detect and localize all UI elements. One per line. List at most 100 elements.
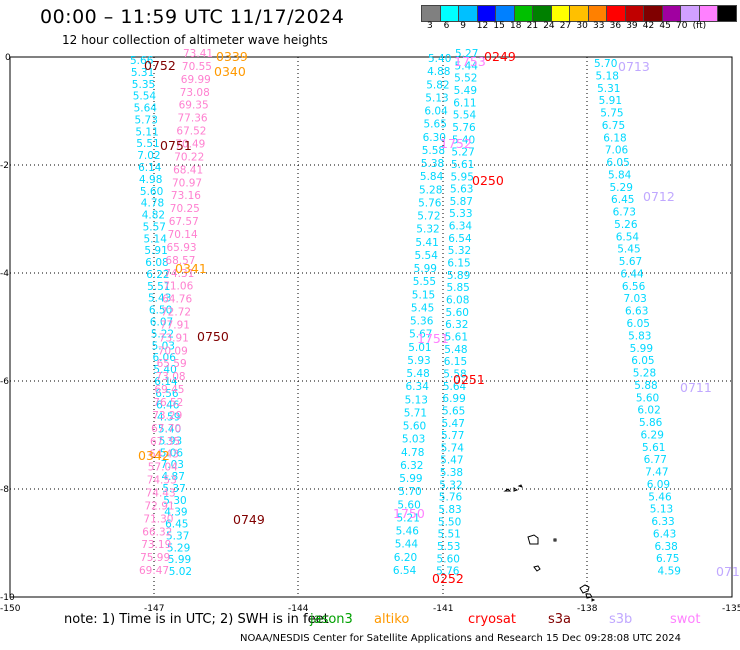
wave-height-value: 72.72 — [161, 307, 191, 319]
x-tick-label: -135 — [722, 604, 740, 614]
wave-height-value: 5.31 — [597, 83, 620, 95]
wave-height-value: 5.50 — [438, 516, 461, 528]
wave-height-value: 68.41 — [173, 164, 203, 176]
wave-height-value: 6.75 — [602, 120, 625, 132]
wave-height-value: 5.52 — [454, 73, 477, 85]
wave-height-value: 6.14 — [138, 162, 162, 174]
wave-height-value: 5.60 — [437, 553, 460, 565]
wave-height-value: 6.54 — [448, 233, 472, 245]
y-tick-label: -2 — [0, 161, 9, 171]
wave-height-value: 70.22 — [174, 151, 204, 163]
scale-label: 3 — [427, 21, 433, 31]
map-frame — [9, 56, 733, 598]
wave-height-value: 74.43 — [146, 488, 176, 500]
scale-label: 6 — [443, 21, 450, 31]
y-tick-label: -8 — [0, 485, 9, 495]
wave-height-value: 5.40 — [428, 53, 451, 65]
wave-height-value: 64.43 — [149, 449, 179, 461]
pass-number-label: 1752 — [440, 136, 472, 151]
wave-height-value: 5.32 — [439, 479, 462, 491]
pass-number-label: 0752 — [144, 58, 176, 73]
wave-height-value: 74.53 — [147, 475, 177, 487]
track-values: 5.665.315.355.545.645.735.115.517.026.14… — [130, 48, 681, 578]
scale-swatch — [717, 5, 737, 22]
wave-height-value: 5.37 — [166, 530, 189, 542]
wave-height-value: 5.40 — [153, 364, 176, 376]
wave-height-value: 57.04 — [148, 462, 178, 474]
scale-label: (ft) — [692, 21, 707, 31]
pass-number-label: 0251 — [453, 372, 485, 387]
axis-labels: -150 -147 -144 -141 -138 -135 0 -2 -4 -6 -8 -10 — [0, 53, 740, 614]
wave-height-value: 5.84 — [420, 171, 444, 183]
wave-height-value: 5.57 — [143, 221, 166, 233]
footer-note: note: 1) Time is in UTC; 2) SWH is in fe… — [64, 612, 329, 627]
pass-number-label: 0249 — [484, 49, 516, 64]
wave-height-value: 5.60 — [397, 499, 420, 511]
wave-height-value: 6.38 — [654, 541, 677, 553]
wave-height-value: 5.27 — [455, 48, 478, 60]
wave-height-value: 68.57 — [165, 255, 195, 267]
wave-height-value: 4.88 — [427, 66, 450, 78]
wave-height-value: 4.78 — [141, 198, 164, 210]
wave-height-value: 5.03 — [152, 340, 175, 352]
wave-height-value: 69.35 — [179, 100, 209, 112]
x-tick-label: -138 — [577, 604, 598, 614]
wave-height-value: 6.33 — [651, 516, 674, 528]
wave-height-value: 5.41 — [415, 237, 438, 249]
x-tick-label: -141 — [433, 604, 453, 614]
wave-height-value: 70.14 — [168, 229, 198, 241]
wave-height-value: 5.33 — [449, 208, 472, 220]
wave-height-value: 5.73 — [135, 114, 158, 126]
islands — [503, 484, 596, 602]
wave-height-value: 5.35 — [132, 79, 155, 91]
color-scale — [421, 5, 737, 22]
wave-height-value: 6.32 — [445, 319, 468, 331]
wave-height-value: 5.32 — [416, 224, 439, 236]
wave-height-value: 5.37 — [162, 483, 185, 495]
satellite-swot: swot — [670, 612, 701, 627]
satellite-altiko: altiko — [374, 612, 410, 627]
wave-height-value: 5.67 — [619, 256, 642, 268]
wave-height-value: 5.83 — [438, 504, 461, 516]
wave-height-value: 4.78 — [401, 447, 424, 459]
wave-height-value: 6.77 — [644, 454, 667, 466]
wave-height-value: 5.49 — [454, 85, 477, 97]
wave-height-value: 5.60 — [140, 186, 163, 198]
wave-height-value: 70.49 — [175, 138, 205, 150]
wave-height-value: 72.91 — [145, 500, 175, 512]
wave-height-value: 73.16 — [171, 190, 201, 202]
pass-number-label: 0712 — [643, 189, 675, 204]
wave-height-value: 5.58 — [443, 368, 466, 380]
wave-height-value: 5.89 — [447, 270, 470, 282]
wave-height-value: 6.44 — [620, 268, 644, 280]
wave-height-value: 6.02 — [637, 405, 660, 417]
wave-height-value: 6.32 — [400, 460, 423, 472]
wave-height-value: 6.08 — [145, 257, 168, 269]
wave-height-value: 5.48 — [444, 344, 467, 356]
wave-height-value: 5.06 — [160, 447, 184, 459]
wave-height-value: 6.18 — [603, 132, 626, 144]
color-scale-labels: 3 6 9 12 15 18 21 24 27 30 33 36 39 42 45 70 (ft) — [422, 21, 740, 33]
wave-height-value: 77.36 — [178, 113, 208, 125]
wave-height-value: 5.67 — [409, 329, 432, 341]
wave-height-value: 7.47 — [645, 467, 668, 479]
wave-height-value: 7.03 — [161, 459, 184, 471]
scale-label: 24 — [543, 21, 555, 31]
wave-height-value: 6.15 — [444, 356, 467, 368]
wave-height-value: 6.56 — [622, 281, 646, 293]
wave-height-value: 5.47 — [442, 418, 465, 430]
wave-height-value: 4.98 — [139, 174, 162, 186]
wave-height-value: 6.46 — [156, 400, 180, 412]
wave-height-value: 6.54 — [616, 231, 640, 243]
x-tick-label: -144 — [288, 604, 309, 614]
wave-height-value: 5.14 — [144, 233, 168, 245]
wave-height-value: 6.75 — [656, 553, 679, 565]
wave-height-value: 5.51 — [136, 138, 159, 150]
y-tick-label: -4 — [0, 269, 9, 279]
wave-height-value: 5.87 — [450, 196, 473, 208]
wave-height-value: 5.01 — [408, 342, 431, 354]
wave-height-value: 5.54 — [133, 91, 157, 103]
pass-number-label: 0750 — [197, 329, 229, 344]
wave-height-value: 67.35 — [150, 436, 180, 448]
